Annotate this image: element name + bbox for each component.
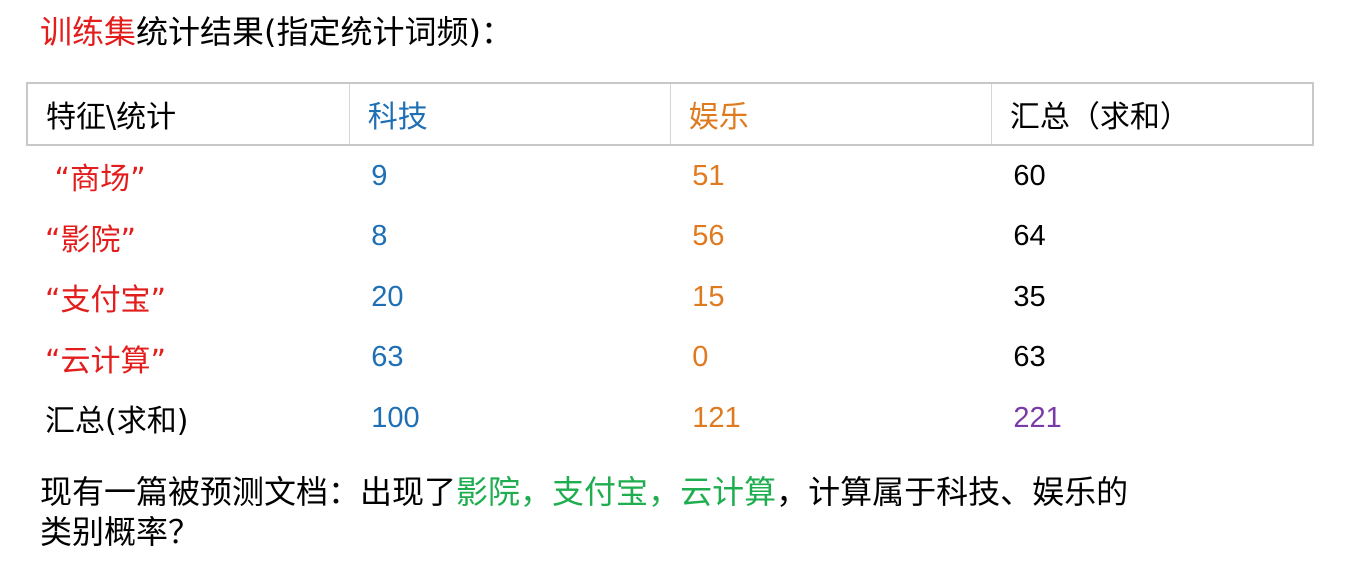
question-line-2: 类别概率？ (40, 513, 201, 551)
question-separator: ， (648, 473, 681, 511)
summary-entertainment-total: 121 (692, 401, 741, 434)
question-word-alipay: 支付宝 (552, 473, 649, 511)
page-title: 训练集统计结果(指定统计词频)： (40, 10, 513, 54)
question-separator: ， (520, 473, 553, 511)
question-prefix: 现有一篇被预测文档：出现了 (40, 473, 457, 511)
row-tech-count: 9 (371, 159, 388, 192)
question-word-cinema: 影院 (456, 473, 521, 511)
row-entertainment-count: 15 (692, 280, 725, 313)
header-feature: 特征\统计 (25, 82, 350, 146)
row-entertainment-count: 56 (692, 220, 725, 253)
header-entertainment: 娱乐 (669, 82, 992, 146)
table-summary-row: 汇总(求和) 100 121 221 (27, 388, 1313, 449)
title-rest: 统计结果(指定统计词频)： (136, 13, 513, 51)
word-frequency-table: 特征\统计 科技 娱乐 汇总（求和） “商场” 9 51 60 “影院” 8 5… (25, 82, 1314, 449)
table-row: “支付宝” 20 15 35 (27, 267, 1313, 328)
title-highlight: 训练集 (40, 13, 137, 51)
row-total-count: 63 (1013, 341, 1046, 374)
row-feature: “云计算” (45, 343, 167, 379)
header-tech: 科技 (348, 82, 671, 146)
question-word-cloud: 云计算 (680, 473, 777, 511)
row-total-count: 35 (1013, 280, 1046, 313)
row-total-count: 64 (1013, 220, 1046, 253)
table-row: “商场” 9 51 60 (27, 145, 1313, 207)
row-entertainment-count: 51 (692, 159, 725, 192)
row-tech-count: 20 (371, 280, 404, 313)
header-total: 汇总（求和） (990, 82, 1314, 146)
row-tech-count: 8 (371, 220, 388, 253)
row-tech-count: 63 (371, 341, 404, 374)
row-total-count: 60 (1013, 159, 1046, 192)
row-feature: “影院” (45, 222, 137, 258)
table-header-row: 特征\统计 科技 娱乐 汇总（求和） (25, 82, 1314, 146)
question-suffix: ，计算属于科技、娱乐的 (776, 473, 1129, 511)
row-entertainment-count: 0 (692, 341, 709, 374)
row-feature: “商场” (45, 162, 146, 198)
table-row: “云计算” 63 0 63 (27, 328, 1313, 389)
summary-grand-total: 221 (1013, 401, 1062, 434)
table-row: “影院” 8 56 64 (27, 207, 1313, 268)
question-line-1: 现有一篇被预测文档：出现了影院，支付宝，云计算，计算属于科技、娱乐的 (40, 472, 1320, 512)
question-text: 现有一篇被预测文档：出现了影院，支付宝，云计算，计算属于科技、娱乐的 类别概率？ (40, 472, 1320, 552)
summary-tech-total: 100 (371, 401, 420, 434)
summary-label: 汇总(求和) (45, 404, 189, 440)
row-feature: “支付宝” (45, 283, 167, 319)
